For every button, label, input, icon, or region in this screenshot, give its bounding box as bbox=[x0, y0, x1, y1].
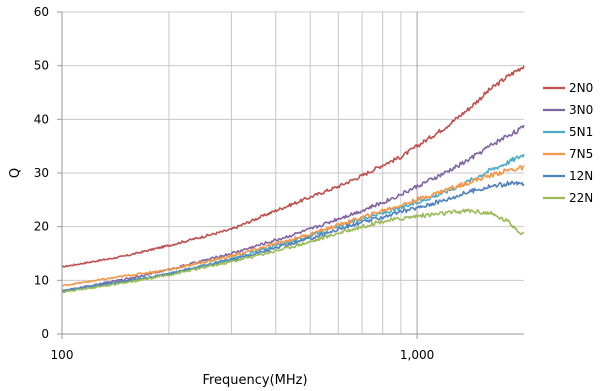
y-tick-label: 10 bbox=[34, 273, 49, 287]
y-tick-label: 50 bbox=[34, 59, 49, 73]
x-tick-label: 100 bbox=[51, 348, 74, 362]
legend-label: 5N1 bbox=[569, 125, 593, 139]
legend-label: 22N bbox=[569, 191, 593, 205]
y-tick-label: 30 bbox=[34, 166, 49, 180]
legend-label: 2N0 bbox=[569, 81, 593, 95]
series-layer bbox=[61, 65, 525, 294]
y-axis-title: Q bbox=[8, 168, 23, 178]
y-tick-label: 60 bbox=[34, 5, 49, 19]
y-tick-label: 20 bbox=[34, 220, 49, 234]
series-line-22n bbox=[61, 208, 525, 294]
grid-layer bbox=[62, 11, 524, 334]
x-axis-title: Frequency(MHz) bbox=[202, 373, 307, 388]
x-tick-label: 1,000 bbox=[400, 348, 434, 362]
series-line-7n5 bbox=[62, 164, 525, 287]
legend-label: 12N bbox=[569, 169, 593, 183]
y-tick-label: 40 bbox=[34, 112, 49, 126]
series-line-2n0 bbox=[61, 65, 525, 268]
series-line-3n0 bbox=[61, 124, 525, 293]
legend-label: 3N0 bbox=[569, 103, 593, 117]
legend-label: 7N5 bbox=[569, 147, 593, 161]
tick-label-layer: 0 10 20 30 40 50 60 100 1,000 bbox=[34, 5, 435, 362]
y-tick-label: 0 bbox=[41, 327, 49, 341]
legend: 2N0 3N0 5N1 7N5 12N 22N bbox=[543, 81, 593, 205]
